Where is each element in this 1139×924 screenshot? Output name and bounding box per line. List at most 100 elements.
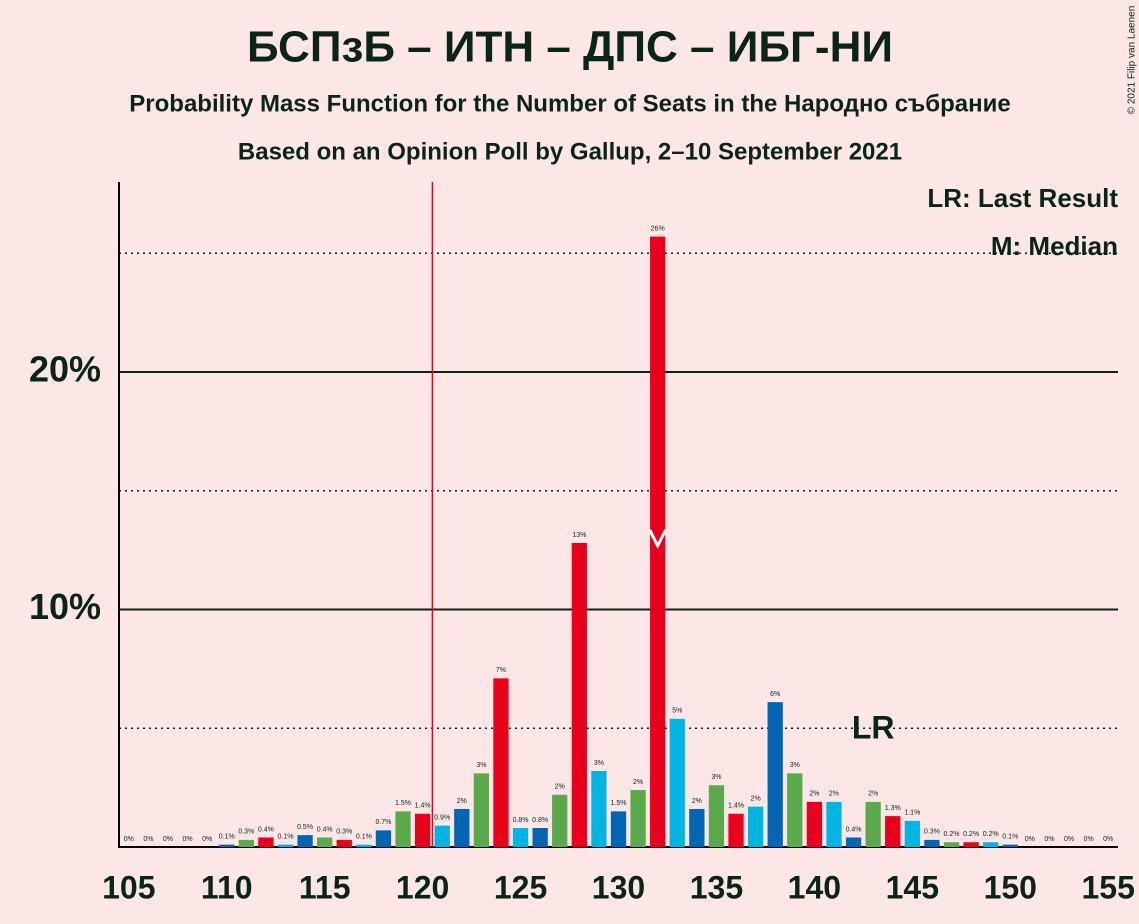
bar — [395, 811, 411, 847]
value-label: 0.2% — [983, 831, 999, 838]
value-label: 0% — [1025, 836, 1035, 843]
value-label: 0% — [1044, 836, 1054, 843]
bar — [747, 806, 764, 847]
value-label: 0.1% — [1002, 833, 1018, 840]
x-tick-label: 110 — [201, 869, 253, 905]
bar — [434, 825, 450, 847]
bar — [689, 809, 705, 847]
value-label: 0.4% — [258, 826, 274, 833]
bar — [787, 773, 803, 847]
value-label: 0% — [1084, 836, 1094, 843]
median-marker — [648, 529, 668, 550]
value-label: 2% — [692, 798, 702, 805]
value-label: 1.1% — [904, 810, 920, 817]
x-tick-label: 150 — [984, 869, 1037, 905]
value-label: 0.8% — [532, 817, 548, 824]
bar — [767, 702, 783, 847]
value-label: 2% — [809, 791, 819, 798]
value-label: 1.3% — [885, 805, 901, 812]
value-label: 0.4% — [317, 826, 333, 833]
x-tick-label: 120 — [396, 869, 449, 905]
value-label: 3% — [476, 762, 486, 769]
bar — [591, 771, 607, 847]
value-label: 7% — [496, 667, 506, 674]
bar — [650, 236, 666, 847]
value-label: 2% — [457, 798, 467, 805]
bar — [317, 837, 333, 847]
bar — [238, 839, 254, 847]
legend-entry: M: Median — [991, 231, 1118, 261]
x-tick-label: 130 — [592, 869, 645, 905]
value-label: 0.4% — [846, 826, 862, 833]
bar — [630, 790, 646, 847]
value-label: 0.1% — [356, 833, 372, 840]
value-label: 0% — [143, 836, 153, 843]
x-tick-label: 105 — [102, 869, 155, 905]
value-label: 0.9% — [434, 814, 450, 821]
value-label: 0.2% — [944, 831, 960, 838]
bar — [375, 830, 392, 847]
value-label: 26% — [651, 225, 665, 232]
bar — [708, 785, 725, 847]
last-result-label: LR — [852, 709, 895, 745]
x-tick-label: 125 — [494, 869, 547, 905]
bar — [1002, 844, 1018, 847]
value-label: 0% — [163, 836, 173, 843]
bar — [258, 837, 274, 847]
chart-subtitle: Based on an Opinion Poll by Gallup, 2–10… — [238, 138, 902, 165]
value-label: 0% — [1064, 836, 1074, 843]
bar — [414, 813, 431, 847]
value-label: 0.2% — [963, 831, 979, 838]
bar — [454, 809, 470, 847]
bar — [356, 844, 372, 847]
bar — [571, 543, 587, 847]
bar — [219, 844, 235, 847]
value-label: 5% — [672, 708, 682, 715]
bar — [277, 844, 294, 847]
value-label: 2% — [868, 791, 878, 798]
x-tick-label: 135 — [690, 869, 743, 905]
value-label: 1.5% — [611, 800, 627, 807]
bar — [552, 794, 568, 847]
bar — [806, 801, 823, 847]
bar — [336, 839, 352, 847]
value-label: 0.5% — [297, 824, 313, 831]
bar — [669, 718, 685, 847]
value-label: 1.4% — [728, 803, 744, 810]
bar — [493, 678, 509, 847]
value-label: 0.1% — [278, 833, 294, 840]
bar — [473, 773, 490, 847]
value-label: 0% — [1103, 836, 1113, 843]
value-label: 6% — [770, 691, 780, 698]
bar — [943, 842, 960, 847]
value-label: 3% — [594, 760, 604, 767]
copyright: © 2021 Filip van Laenen — [1127, 6, 1138, 115]
bar — [532, 828, 548, 847]
value-label: 2% — [633, 779, 643, 786]
chart-title: БСПзБ – ИТН – ДПС – ИБГ-НИ — [247, 23, 893, 72]
bar — [885, 816, 901, 847]
y-tick-label: 20% — [29, 349, 101, 390]
y-tick-label: 10% — [29, 586, 101, 627]
bar — [297, 835, 313, 847]
bar — [610, 811, 627, 847]
bar — [983, 842, 999, 847]
value-label: 2% — [829, 791, 839, 798]
value-label: 0% — [202, 836, 212, 843]
chart-subtitle: Probability Mass Function for the Number… — [129, 90, 1010, 117]
bar — [865, 801, 881, 847]
x-tick-label: 115 — [299, 869, 351, 905]
value-label: 13% — [572, 532, 586, 539]
value-label: 0.3% — [924, 829, 940, 836]
x-tick-label: 155 — [1082, 869, 1135, 905]
value-label: 1.4% — [415, 803, 431, 810]
value-label: 2% — [555, 784, 565, 791]
value-label: 0.3% — [336, 829, 352, 836]
value-label: 0% — [124, 836, 134, 843]
value-label: 0.1% — [219, 833, 235, 840]
x-tick-label: 140 — [788, 869, 841, 905]
x-tick-label: 145 — [886, 869, 939, 905]
value-label: 0.8% — [513, 817, 529, 824]
